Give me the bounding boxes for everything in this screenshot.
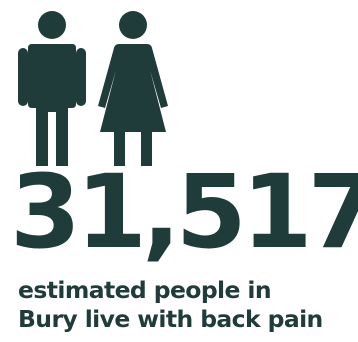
statistic-caption: estimated people in Bury live with back … bbox=[18, 276, 323, 334]
people-icons bbox=[16, 8, 176, 168]
man-icon bbox=[18, 11, 86, 166]
caption-line-2: Bury live with back pain bbox=[18, 305, 323, 333]
statistic-number: 31,517 bbox=[10, 153, 358, 272]
caption-line-1: estimated people in bbox=[18, 276, 272, 304]
woman-icon bbox=[98, 11, 168, 166]
